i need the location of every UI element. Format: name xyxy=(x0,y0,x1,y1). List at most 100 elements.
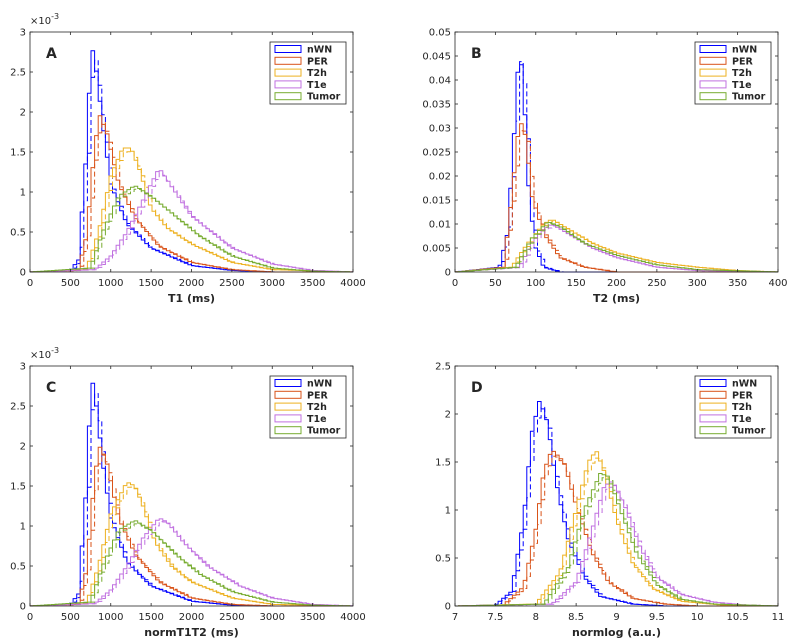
legend-swatch xyxy=(274,390,302,399)
x-tick-label: 100 xyxy=(526,278,545,289)
y-tick-label: 3 xyxy=(20,362,26,373)
legend-swatch xyxy=(274,68,302,77)
series-line xyxy=(454,222,778,273)
y-tick-label: 1 xyxy=(445,506,451,517)
legend-label: nWN xyxy=(307,45,332,56)
x-tick-label: 350 xyxy=(728,278,747,289)
x-tick-label: 2500 xyxy=(219,612,244,623)
series-tumor xyxy=(29,185,353,273)
legend-item-nwn: nWN xyxy=(699,45,757,56)
y-tick-label: 0.035 xyxy=(422,100,451,111)
exponent-base: ×10 xyxy=(30,16,51,27)
x-tick-label: 9.5 xyxy=(649,612,665,623)
legend-swatch xyxy=(274,426,302,435)
legend-swatch xyxy=(699,402,727,411)
y-tick-label: 1.5 xyxy=(10,482,26,493)
legend-item-per: PER xyxy=(274,390,328,401)
y-tick-label: 0.01 xyxy=(429,220,451,231)
legend-label: T2h xyxy=(732,402,752,413)
y-tick-label: 0.025 xyxy=(422,148,451,159)
x-tick-label: 1500 xyxy=(138,278,163,289)
y-tick-label: 0.04 xyxy=(429,76,451,87)
x-tick-label: 2000 xyxy=(179,278,204,289)
x-tick-label: 8 xyxy=(533,612,539,623)
legend-swatch xyxy=(274,45,302,53)
legend-label: nWN xyxy=(732,379,757,390)
legend-swatch xyxy=(699,92,727,101)
x-tick-label: 150 xyxy=(567,278,586,289)
legend-swatch xyxy=(274,379,302,387)
x-tick-label: 0 xyxy=(27,612,33,623)
legend-swatch xyxy=(274,56,302,65)
y-tick-label: 1.5 xyxy=(435,458,451,469)
y-tick-label: 0 xyxy=(20,602,26,613)
legend-swatch xyxy=(699,80,727,89)
y-exponent-label: ×10-3 xyxy=(30,12,59,27)
legend-item-t2h: T2h xyxy=(274,402,327,413)
legend-swatch xyxy=(274,402,302,411)
x-axis-label: T1 (ms) xyxy=(168,292,215,305)
legend-item-t2h: T2h xyxy=(274,68,327,79)
x-axis-label: T2 (ms) xyxy=(593,292,640,305)
x-tick-label: 2500 xyxy=(219,278,244,289)
legend-item-t1e: T1e xyxy=(274,414,327,425)
panel-letter: C xyxy=(46,380,56,396)
y-tick-label: 3 xyxy=(20,28,26,39)
legend-item-nwn: nWN xyxy=(274,45,332,56)
legend-label: T2h xyxy=(307,402,327,413)
series-line xyxy=(29,518,353,607)
legend-label: nWN xyxy=(732,45,757,56)
legend-label: T2h xyxy=(307,68,327,79)
y-tick-label: 2.5 xyxy=(10,68,26,79)
x-tick-label: 10.5 xyxy=(726,612,748,623)
exponent-power: -3 xyxy=(51,12,59,21)
y-tick-label: 2.5 xyxy=(435,362,451,373)
y-tick-label: 2.5 xyxy=(10,402,26,413)
series-tumor xyxy=(455,473,778,607)
legend-item-tumor: Tumor xyxy=(699,426,766,437)
y-tick-label: 0 xyxy=(445,268,451,279)
legend-label: T1e xyxy=(732,80,752,91)
x-tick-label: 0 xyxy=(452,278,458,289)
y-tick-label: 1 xyxy=(20,522,26,533)
legend-item-t2h: T2h xyxy=(699,68,752,79)
y-tick-label: 1 xyxy=(20,188,26,199)
series-t1e xyxy=(29,170,353,273)
panel-d: 7 7.5 8 8.5 9 9.5 10 10.5 11 0 0.5 1 1.5 2 2.5 normlog … xyxy=(435,362,784,640)
series-line xyxy=(29,185,353,273)
legend-label: Tumor xyxy=(307,426,341,437)
legend-label: PER xyxy=(732,56,753,67)
x-tick-label: 2000 xyxy=(179,612,204,623)
series-tumor xyxy=(29,520,353,607)
y-tick-label: 0.015 xyxy=(422,196,451,207)
legend-label: nWN xyxy=(307,379,332,390)
panel-c: 0 500 1000 1500 2000 2500 3000 3500 4000 0 0.5 1 1.5… xyxy=(10,346,366,639)
series-line xyxy=(29,520,353,607)
y-tick-label: 2 xyxy=(445,410,451,421)
panel-letter: D xyxy=(471,380,483,396)
exponent-base: ×10 xyxy=(30,350,51,361)
y-tick-label: 0.05 xyxy=(429,28,451,39)
panel-a: 0 500 1000 1500 2000 2500 3000 3500 4000 0 0.5 1 1.5… xyxy=(10,12,366,305)
legend-label: T2h xyxy=(732,68,752,79)
legend-item-t1e: T1e xyxy=(699,80,752,91)
x-tick-label: 500 xyxy=(61,612,80,623)
panel-letter: B xyxy=(471,46,482,62)
legend-swatch xyxy=(274,80,302,89)
legend-item-tumor: Tumor xyxy=(274,426,341,437)
legend-label: PER xyxy=(732,390,753,401)
legend-item-t2h: T2h xyxy=(699,402,752,413)
y-tick-label: 0.03 xyxy=(429,124,451,135)
legend-label: Tumor xyxy=(732,92,766,103)
legend-item-nwn: nWN xyxy=(699,379,757,390)
legend-item-t1e: T1e xyxy=(699,414,752,425)
legend-label: PER xyxy=(307,390,328,401)
x-tick-label: 300 xyxy=(688,278,707,289)
legend-item-per: PER xyxy=(699,56,753,67)
y-tick-label: 0 xyxy=(445,602,451,613)
legend-item-nwn: nWN xyxy=(274,379,332,390)
legend-swatch xyxy=(699,45,727,53)
